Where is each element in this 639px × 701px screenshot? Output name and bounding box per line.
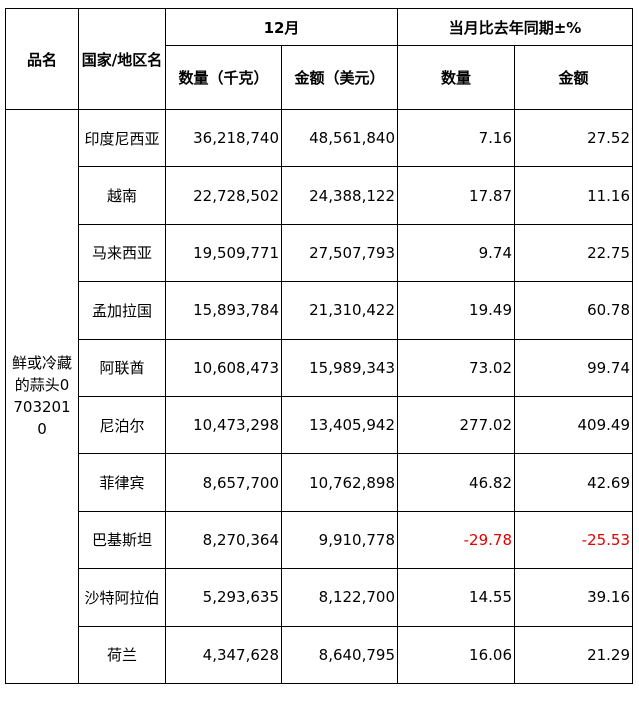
header-cell: 金额	[513, 45, 634, 110]
region-cell: 菲律宾	[78, 453, 166, 512]
value-cell: 46.82	[397, 453, 515, 512]
header-cell: 金额（美元）	[281, 45, 398, 110]
value-cell: 8,657,700	[165, 453, 282, 512]
table-row: 越南 22,728,502 24,388,122 17.87 11.16	[6, 166, 634, 225]
value-cell: 48,561,840	[281, 108, 398, 168]
value-cell: 14.55	[397, 568, 515, 627]
value-cell: 7.16	[397, 108, 515, 168]
header-cell: 数量（千克）	[165, 45, 282, 110]
value-cell: 10,762,898	[281, 453, 398, 512]
value-cell: 15,989,343	[281, 338, 398, 397]
value-cell: 13,405,942	[281, 395, 398, 455]
value-cell: 24,388,122	[281, 166, 398, 225]
value-cell: 11.16	[513, 166, 634, 225]
table-row: 巴基斯坦 8,270,364 9,910,778 -29.78 -25.53	[6, 510, 634, 570]
value-cell: 8,640,795	[281, 625, 398, 684]
table-row: 马来西亚 19,509,771 27,507,793 9.74 22.75	[6, 223, 634, 283]
table-row: 荷兰 4,347,628 8,640,795 16.06 21.29	[6, 625, 634, 684]
value-cell: 21,310,422	[281, 281, 398, 340]
region-cell: 孟加拉国	[78, 281, 166, 340]
region-cell: 阿联酋	[78, 338, 166, 397]
value-cell: 8,122,700	[281, 568, 398, 627]
value-cell: 60.78	[513, 281, 634, 340]
value-cell: 22,728,502	[165, 166, 282, 225]
value-cell: 21.29	[513, 625, 634, 684]
data-table: 品名 国家/地区名 12月 当月比去年同期±% 数量（千克） 金额（美元） 数量…	[5, 8, 634, 684]
value-cell: 10,608,473	[165, 338, 282, 397]
table-row: 尼泊尔 10,473,298 13,405,942 277.02 409.49	[6, 395, 634, 455]
value-cell: 4,347,628	[165, 625, 282, 684]
value-cell: 19,509,771	[165, 223, 282, 283]
table-row: 鲜或冷藏的蒜头07032010 印度尼西亚 36,218,740 48,561,840…	[5, 108, 634, 684]
table-row: 沙特阿拉伯 5,293,635 8,122,700 14.55 39.16	[6, 568, 634, 627]
product-cell: 鲜或冷藏的蒜头07032010	[5, 109, 79, 684]
region-cell: 越南	[78, 166, 166, 225]
table-row: 孟加拉国 15,893,784 21,310,422 19.49 60.78	[6, 281, 634, 340]
value-cell: 39.16	[513, 568, 634, 627]
value-cell: 36,218,740	[165, 108, 282, 168]
value-cell: 10,473,298	[165, 395, 282, 455]
region-cell: 尼泊尔	[78, 395, 166, 455]
region-cell: 印度尼西亚	[78, 108, 166, 168]
value-cell: 17.87	[397, 166, 515, 225]
region-cell: 荷兰	[78, 625, 166, 684]
value-cell: 15,893,784	[165, 281, 282, 340]
header-cell: 12月	[165, 8, 398, 46]
value-cell: 27,507,793	[281, 223, 398, 283]
value-cell: 5,293,635	[165, 568, 282, 627]
value-cell: 277.02	[397, 395, 515, 455]
value-cell: 16.06	[397, 625, 515, 684]
value-cell: 9,910,778	[281, 510, 398, 570]
table-row: 菲律宾 8,657,700 10,762,898 46.82 42.69	[6, 453, 634, 512]
region-cell: 沙特阿拉伯	[78, 568, 166, 627]
value-cell: 27.52	[513, 108, 634, 168]
table-row: 阿联酋 10,608,473 15,989,343 73.02 99.74	[6, 338, 634, 397]
value-cell: 42.69	[513, 453, 634, 512]
header-cell: 国家/地区名	[78, 8, 166, 110]
value-cell: 409.49	[513, 395, 634, 455]
region-cell: 马来西亚	[78, 223, 166, 283]
table-body: 鲜或冷藏的蒜头07032010 印度尼西亚 36,218,740 48,561,840…	[5, 108, 634, 684]
value-cell: 9.74	[397, 223, 515, 283]
header-cell: 数量	[397, 45, 515, 110]
value-cell: 8,270,364	[165, 510, 282, 570]
value-cell: 22.75	[513, 223, 634, 283]
value-cell: -25.53	[513, 510, 634, 570]
header-cell: 当月比去年同期±%	[396, 8, 634, 46]
value-cell: 99.74	[513, 338, 634, 397]
header-cell: 品名	[5, 8, 79, 110]
value-cell: -29.78	[397, 510, 515, 570]
value-cell: 73.02	[397, 338, 515, 397]
region-cell: 巴基斯坦	[78, 510, 166, 570]
value-cell: 19.49	[397, 281, 515, 340]
